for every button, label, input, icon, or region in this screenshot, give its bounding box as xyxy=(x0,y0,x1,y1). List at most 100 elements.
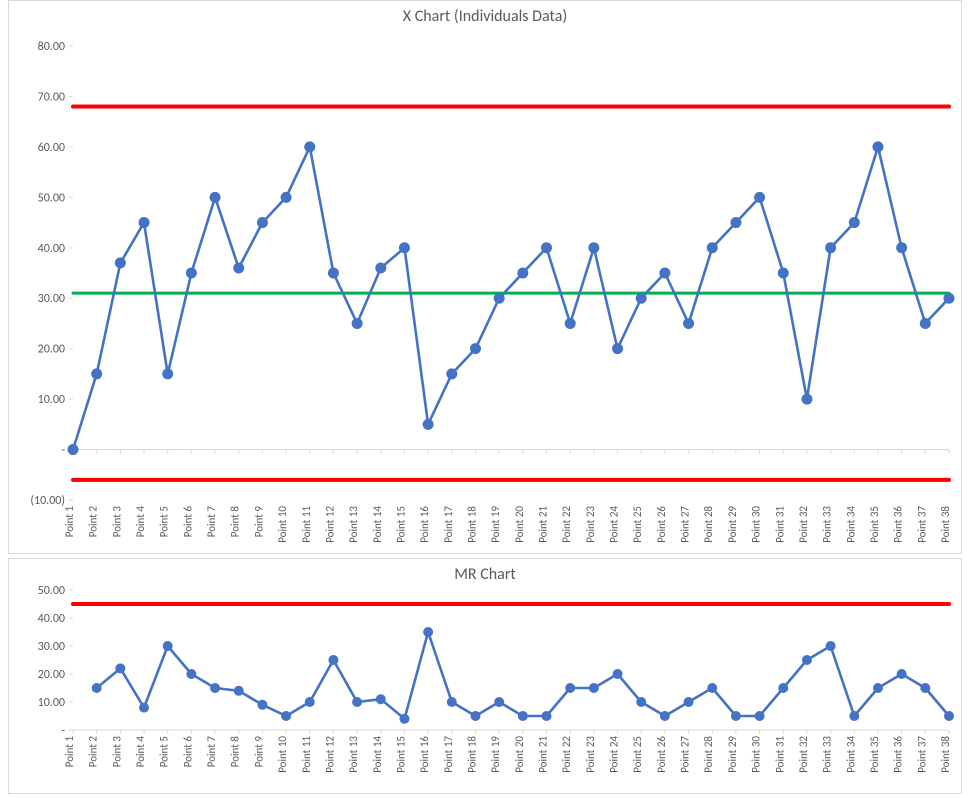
data-point-marker xyxy=(873,683,883,693)
x-tick-label: Point 15 xyxy=(394,736,407,773)
data-point-marker xyxy=(423,627,433,637)
x-tick-label: Point 32 xyxy=(797,736,810,773)
x-tick-label: Point 15 xyxy=(394,506,407,543)
data-point-marker xyxy=(636,697,646,707)
x-tick-label: Point 24 xyxy=(608,506,621,543)
data-point-marker xyxy=(660,711,670,721)
data-point-marker xyxy=(565,683,575,693)
y-tick-label: 20.00 xyxy=(38,343,65,357)
x-tick-label: Point 33 xyxy=(821,506,834,543)
data-point-marker xyxy=(257,217,268,228)
x-tick-label: Point 30 xyxy=(750,736,763,773)
data-point-marker xyxy=(376,694,386,704)
data-point-marker xyxy=(849,217,860,228)
data-point-marker xyxy=(92,683,102,693)
x-tick-label: Point 14 xyxy=(371,736,384,773)
data-point-marker xyxy=(328,655,338,665)
x-tick-label: Point 8 xyxy=(229,736,242,768)
mr-chart-panel: MR Chart -10.0020.0030.0040.0050.00Point… xyxy=(8,558,962,794)
x-tick-label: Point 17 xyxy=(442,506,455,543)
x-tick-label: Point 10 xyxy=(276,736,289,773)
data-point-marker xyxy=(115,663,125,673)
x-tick-label: Point 13 xyxy=(347,736,360,773)
x-tick-label: Point 35 xyxy=(868,736,881,773)
data-point-marker xyxy=(636,293,647,304)
x-chart-panel: X Chart (Individuals Data) (10.00)-10.00… xyxy=(8,0,962,554)
mr-chart-svg: -10.0020.0030.0040.0050.00Point 1Point 2… xyxy=(9,586,961,794)
x-tick-label: Point 4 xyxy=(134,736,147,768)
y-tick-label: - xyxy=(61,444,65,458)
data-point-marker xyxy=(778,683,788,693)
x-tick-label: Point 38 xyxy=(939,736,952,773)
x-tick-label: Point 37 xyxy=(915,736,928,773)
data-point-marker xyxy=(802,655,812,665)
y-tick-label: 30.00 xyxy=(38,640,65,654)
x-tick-label: Point 17 xyxy=(442,736,455,773)
x-tick-label: Point 1 xyxy=(63,736,76,768)
data-point-marker xyxy=(91,368,102,379)
data-point-marker xyxy=(139,703,149,713)
x-tick-label: Point 34 xyxy=(844,736,857,773)
x-tick-label: Point 24 xyxy=(608,736,621,773)
data-point-marker xyxy=(920,318,931,329)
x-tick-label: Point 28 xyxy=(702,506,715,543)
x-tick-label: Point 20 xyxy=(513,506,526,543)
x-tick-label: Point 11 xyxy=(300,736,313,773)
data-point-marker xyxy=(139,217,150,228)
data-series-line xyxy=(73,147,949,450)
x-tick-label: Point 12 xyxy=(323,736,336,773)
x-tick-label: Point 23 xyxy=(584,506,597,543)
x-tick-label: Point 27 xyxy=(679,736,692,773)
page-root: X Chart (Individuals Data) (10.00)-10.00… xyxy=(0,0,970,798)
data-point-marker xyxy=(446,368,457,379)
x-tick-label: Point 9 xyxy=(252,736,265,768)
data-point-marker xyxy=(281,192,292,203)
data-point-marker xyxy=(447,697,457,707)
y-tick-label: 40.00 xyxy=(38,242,65,256)
x-tick-label: Point 36 xyxy=(892,506,905,543)
data-point-marker xyxy=(352,318,363,329)
x-tick-label: Point 19 xyxy=(489,506,502,543)
x-tick-label: Point 18 xyxy=(465,506,478,543)
x-tick-label: Point 16 xyxy=(418,506,431,543)
x-tick-label: Point 26 xyxy=(655,736,668,773)
x-tick-label: Point 37 xyxy=(915,506,928,543)
data-point-marker xyxy=(825,242,836,253)
x-tick-label: Point 2 xyxy=(87,506,100,538)
data-point-marker xyxy=(68,444,79,455)
x-chart-svg: (10.00)-10.0020.0030.0040.0050.0060.0070… xyxy=(9,28,961,554)
x-tick-label: Point 28 xyxy=(702,736,715,773)
data-point-marker xyxy=(470,343,481,354)
data-point-marker xyxy=(849,711,859,721)
data-point-marker xyxy=(755,711,765,721)
x-tick-label: Point 11 xyxy=(300,506,313,543)
data-point-marker xyxy=(565,318,576,329)
data-point-marker xyxy=(542,711,552,721)
data-point-marker xyxy=(304,141,315,152)
x-tick-label: Point 20 xyxy=(513,736,526,773)
x-tick-label: Point 6 xyxy=(181,736,194,768)
x-chart-title: X Chart (Individuals Data) xyxy=(9,7,961,26)
data-point-marker xyxy=(684,697,694,707)
data-point-marker xyxy=(612,343,623,354)
data-point-marker xyxy=(731,711,741,721)
x-tick-label: Point 21 xyxy=(537,506,550,543)
x-tick-label: Point 34 xyxy=(844,506,857,543)
y-tick-label: - xyxy=(61,724,65,738)
x-tick-label: Point 26 xyxy=(655,506,668,543)
data-point-marker xyxy=(399,242,410,253)
data-point-marker xyxy=(115,257,126,268)
data-point-marker xyxy=(707,683,717,693)
y-tick-label: 50.00 xyxy=(38,191,65,205)
x-tick-label: Point 33 xyxy=(821,736,834,773)
data-point-marker xyxy=(494,697,504,707)
data-point-marker xyxy=(470,711,480,721)
data-point-marker xyxy=(730,217,741,228)
x-tick-label: Point 3 xyxy=(110,506,123,538)
x-tick-label: Point 13 xyxy=(347,506,360,543)
data-point-marker xyxy=(186,669,196,679)
x-tick-label: Point 25 xyxy=(631,506,644,543)
x-tick-label: Point 36 xyxy=(892,736,905,773)
data-point-marker xyxy=(588,242,599,253)
x-tick-label: Point 3 xyxy=(110,736,123,768)
